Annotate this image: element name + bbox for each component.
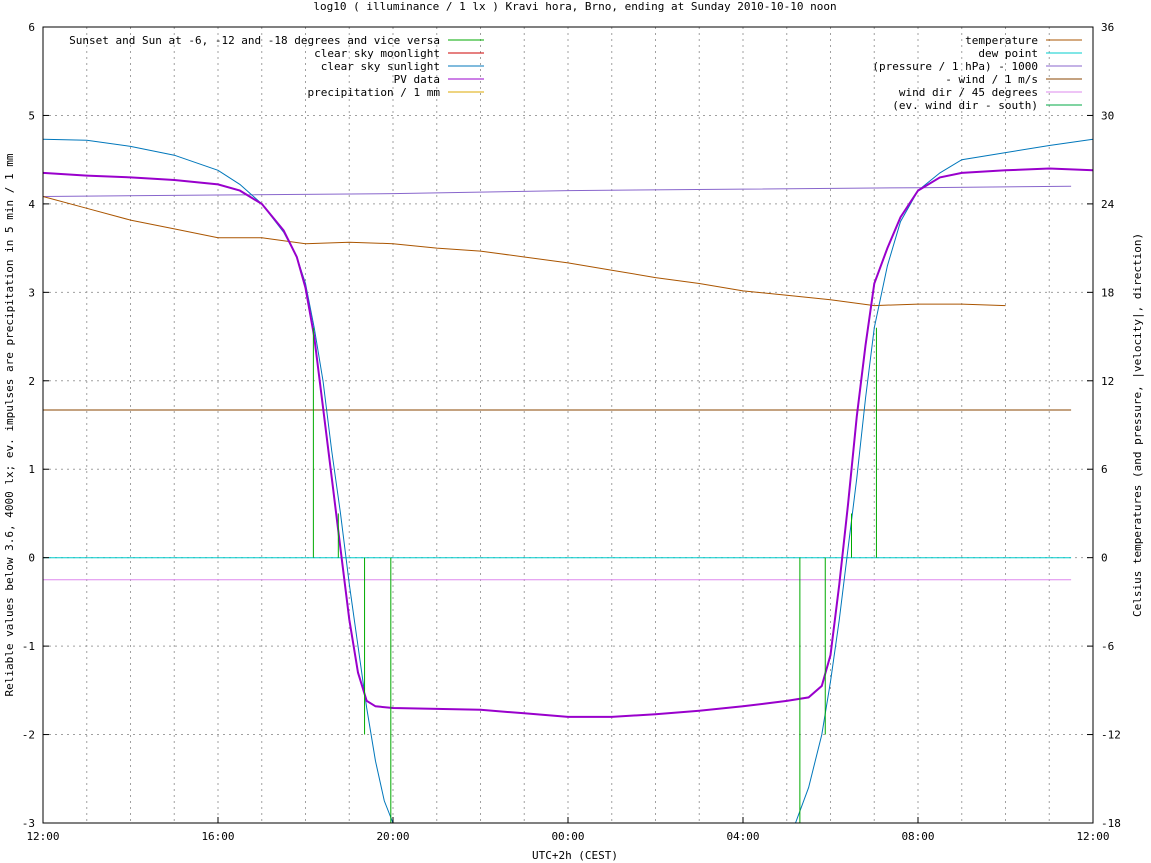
y2-tick-label: 24 [1101, 198, 1115, 211]
legend-left-label: clear sky moonlight [314, 47, 440, 60]
x-tick-label: 00:00 [551, 830, 584, 843]
series-temperature [42, 196, 1006, 307]
x-axis-label: UTC+2h (CEST) [532, 849, 618, 862]
y2-tick-label: 0 [1101, 552, 1108, 565]
legend-right-label: - wind / 1 m/s [945, 73, 1038, 86]
legend: Sunset and Sun at -6, -12 and -18 degree… [69, 34, 1082, 112]
y2-tick-label: 6 [1101, 463, 1108, 476]
y-tick-label: -3 [22, 817, 35, 830]
legend-left-label: clear sky sunlight [321, 60, 440, 73]
y2-tick-label: 12 [1101, 375, 1114, 388]
y-axis-label: Reliable values below 3.6, 4000 lx; ev. … [3, 153, 16, 696]
x-tick-label: 16:00 [201, 830, 234, 843]
y-tick-label: 6 [28, 21, 35, 34]
y2-tick-label: 30 [1101, 109, 1114, 122]
y2-tick-label: -12 [1101, 729, 1121, 742]
y2-tick-label: 36 [1101, 21, 1114, 34]
x-tick-label: 20:00 [376, 830, 409, 843]
y2-tick-label: -18 [1101, 817, 1121, 830]
data-series [42, 138, 1094, 824]
y-tick-label: -1 [22, 640, 35, 653]
legend-right-label: temperature [965, 34, 1038, 47]
legend-right-label: dew point [978, 47, 1038, 60]
y-tick-label: 2 [28, 375, 35, 388]
legend-right-label: (ev. wind dir - south) [892, 99, 1038, 112]
y-tick-label: 4 [28, 198, 35, 211]
y-tick-label: 0 [28, 552, 35, 565]
y2-tick-label: 18 [1101, 286, 1114, 299]
y-tick-label: -2 [22, 729, 35, 742]
x-tick-label: 12:00 [1076, 830, 1109, 843]
y-tick-label: 5 [28, 109, 35, 122]
series-pv-data [42, 167, 1094, 718]
legend-right-label: wind dir / 45 degrees [899, 86, 1038, 99]
y2-tick-label: -6 [1101, 640, 1114, 653]
y-tick-label: 1 [28, 463, 35, 476]
y2-axis-label: Celsius temperatures (and pressure, |vel… [1131, 233, 1144, 617]
legend-left-label: PV data [394, 73, 440, 86]
series-pressure-1-hpa-1000 [42, 185, 1072, 197]
legend-left-label: precipitation / 1 mm [308, 86, 441, 99]
x-tick-label: 08:00 [901, 830, 934, 843]
x-tick-label: 04:00 [726, 830, 759, 843]
legend-left-label: Sunset and Sun at -6, -12 and -18 degree… [69, 34, 440, 47]
x-tick-label: 12:00 [26, 830, 59, 843]
chart-title: log10 ( illuminance / 1 lx ) Kravi hora,… [313, 0, 836, 13]
y-tick-label: 3 [28, 286, 35, 299]
legend-right-label: (pressure / 1 hPa) - 1000 [872, 60, 1038, 73]
